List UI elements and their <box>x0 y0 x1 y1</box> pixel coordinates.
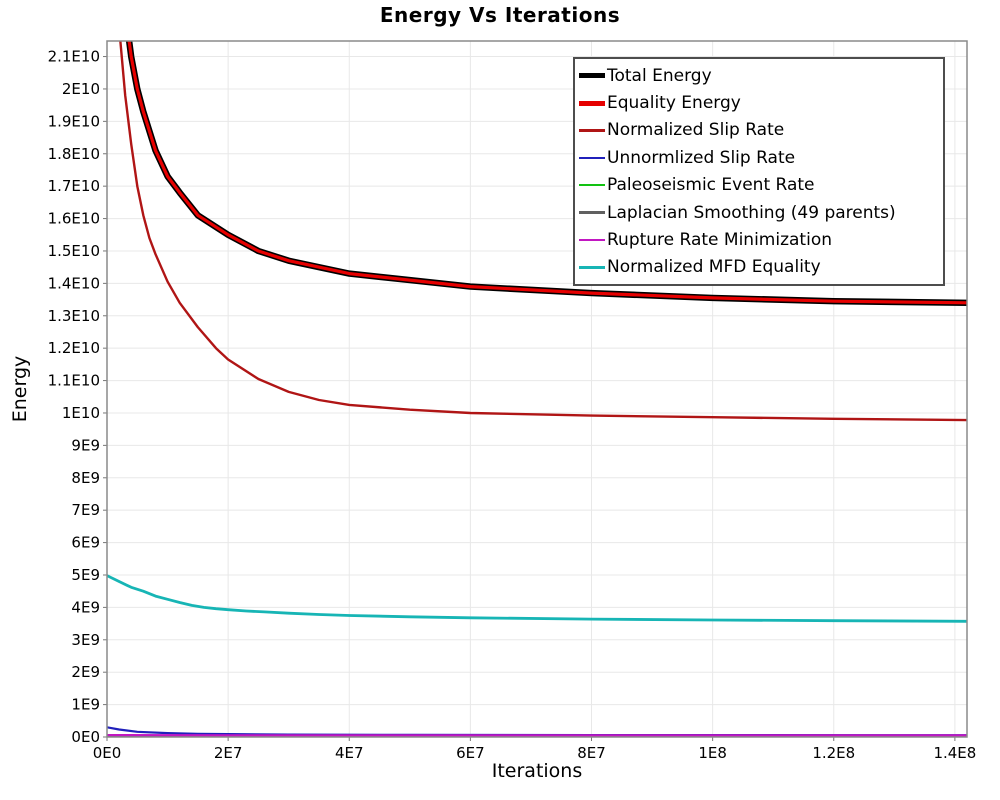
x-tick-label: 1.4E8 <box>933 744 976 762</box>
x-tick-label: 1E8 <box>698 744 727 762</box>
legend-label: Equality Energy <box>607 93 741 114</box>
x-tick-label: 2E7 <box>214 744 243 762</box>
y-tick-label: 3E9 <box>71 631 100 649</box>
legend-label: Total Energy <box>607 65 712 86</box>
legend-item-total-energy: Total Energy <box>579 63 939 89</box>
legend-swatch <box>579 238 605 242</box>
y-tick-label: 1.3E10 <box>48 307 100 325</box>
series-group <box>107 41 967 737</box>
legend-swatch <box>579 100 605 106</box>
y-tick-label: 7E9 <box>71 501 100 519</box>
y-tick-label: 5E9 <box>71 566 100 584</box>
legend-label: Normalized Slip Rate <box>607 120 785 141</box>
legend-swatch <box>579 266 605 269</box>
series-line-unnormlized-slip-rate <box>107 726 967 737</box>
legend-item-normalized-mfd-equality: Normalized MFD Equality <box>579 254 939 280</box>
y-tick-label: 1.5E10 <box>48 242 100 260</box>
x-tick-label: 0E0 <box>93 744 122 762</box>
y-tick-label: 1E10 <box>62 404 100 422</box>
legend-item-laplacian-smoothing-49-parents: Laplacian Smoothing (49 parents) <box>579 200 939 226</box>
y-tick-label: 9E9 <box>71 436 100 454</box>
legend-swatch <box>579 73 605 79</box>
x-tick-label: 1.2E8 <box>812 744 855 762</box>
legend-label: Normalized MFD Equality <box>607 257 821 278</box>
legend-label: Paleoseismic Event Rate <box>607 175 815 196</box>
y-tick-label: 1.1E10 <box>48 372 100 390</box>
legend-item-unnormlized-slip-rate: Unnormlized Slip Rate <box>579 145 939 171</box>
chart-title: Energy Vs Iterations <box>379 3 621 27</box>
y-tick-label: 4E9 <box>71 598 100 616</box>
legend-swatch <box>579 129 605 132</box>
y-tick-label: 1.9E10 <box>48 112 100 130</box>
legend-swatch <box>579 183 605 187</box>
y-tick-label: 6E9 <box>71 534 100 552</box>
legend-label: Laplacian Smoothing (49 parents) <box>607 202 896 223</box>
legend: Total Energy Equality Energy Normalized Sl… <box>573 57 945 286</box>
legend-swatch <box>579 211 605 214</box>
x-tick-label: 8E7 <box>577 744 606 762</box>
y-tick-label: 1E9 <box>71 696 100 714</box>
y-tick-label: 8E9 <box>71 469 100 487</box>
y-tick-label: 1.2E10 <box>48 339 100 357</box>
legend-item-normalized-slip-rate: Normalized Slip Rate <box>579 117 939 143</box>
y-tick-label: 1.6E10 <box>48 210 100 228</box>
series-line-normalized-slip-rate <box>119 41 967 422</box>
y-tick-label: 0E0 <box>71 728 100 746</box>
x-axis-label: Iterations <box>491 760 583 782</box>
y-tick-label: 1.4E10 <box>48 274 100 292</box>
x-tick-label: 4E7 <box>335 744 364 762</box>
legend-swatch <box>579 156 605 160</box>
legend-item-paleoseismic-event-rate: Paleoseismic Event Rate <box>579 172 939 198</box>
x-tick-label: 6E7 <box>456 744 485 762</box>
plot-border <box>106 40 968 738</box>
legend-label: Unnormlized Slip Rate <box>607 147 796 168</box>
y-tick-label: 2.1E10 <box>48 48 100 66</box>
legend-item-equality-energy: Equality Energy <box>579 90 939 116</box>
series-line-normalized-mfd-equality <box>107 574 967 623</box>
y-tick-label: 1.8E10 <box>48 145 100 163</box>
legend-label: Rupture Rate Minimization <box>607 229 832 250</box>
y-tick-label: 1.7E10 <box>48 177 100 195</box>
series-line-equality-energy <box>127 41 967 305</box>
y-tick-label: 2E9 <box>71 663 100 681</box>
y-tick-label: 2E10 <box>62 80 100 98</box>
legend-item-rupture-rate-minimization: Rupture Rate Minimization <box>579 227 939 253</box>
